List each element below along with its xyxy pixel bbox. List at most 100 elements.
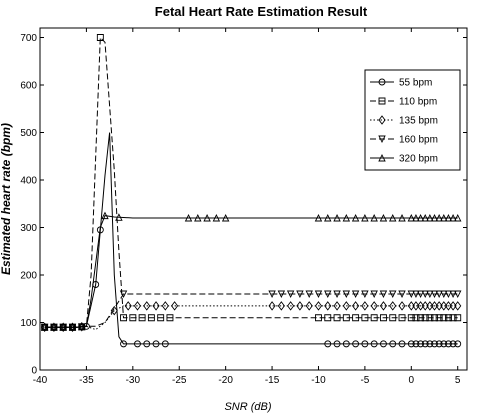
series-point <box>440 213 448 222</box>
series-point <box>449 301 457 311</box>
legend-entry-0: 55 bpm <box>370 78 432 89</box>
series-point <box>324 301 332 311</box>
series-point <box>314 290 323 299</box>
legend-swatch-marker <box>378 78 386 86</box>
series-point <box>314 213 323 222</box>
series-line <box>44 215 458 328</box>
series-point <box>134 340 141 348</box>
series-point <box>444 301 452 311</box>
series-point <box>430 213 439 222</box>
series-point <box>161 301 169 311</box>
series-point <box>435 213 443 222</box>
series-point <box>398 340 406 348</box>
series-point <box>315 314 322 322</box>
series-point <box>68 323 77 331</box>
series-point <box>101 211 109 220</box>
series-point <box>333 301 341 311</box>
series-point <box>449 290 457 299</box>
series-point <box>398 213 406 222</box>
series-point <box>440 301 448 311</box>
series-point <box>351 290 360 299</box>
series-point <box>342 290 351 299</box>
series-point <box>389 213 397 222</box>
chart-title: Fetal Heart Rate Estimation Result <box>155 4 368 19</box>
series-point <box>194 213 202 222</box>
series-point <box>361 213 369 222</box>
series-point <box>370 301 378 311</box>
series-point <box>389 340 397 348</box>
series-point <box>352 301 360 311</box>
series-point <box>110 305 118 316</box>
series-point <box>398 301 406 311</box>
series-point <box>161 340 169 348</box>
series-point <box>124 301 132 311</box>
series-point <box>389 301 397 311</box>
series-point <box>444 340 452 348</box>
series-point <box>407 213 416 222</box>
series-point <box>324 290 332 299</box>
legend-label: 135 bpm <box>399 116 438 127</box>
series-point <box>421 213 429 222</box>
series-point <box>431 340 438 348</box>
ticks-layer: -40 -35 -30 -25 -20 -15 -10 -5 0 5010020030040050… <box>20 28 467 386</box>
x-tick-label: -20 <box>218 375 233 386</box>
series-point <box>444 290 453 299</box>
series-point <box>430 301 439 311</box>
series-point <box>59 323 67 331</box>
series-point <box>314 301 323 311</box>
series-point <box>129 314 137 322</box>
series-point <box>166 314 174 322</box>
y-tick-label: 400 <box>20 176 37 187</box>
series-point <box>342 213 351 222</box>
series-point <box>398 290 406 299</box>
series-point <box>143 340 151 348</box>
series-point <box>412 213 420 222</box>
series-point <box>212 213 221 222</box>
y-tick-label: 500 <box>20 128 37 139</box>
legend-label: 160 bpm <box>399 135 438 146</box>
series-point <box>296 301 304 311</box>
x-axis-label: SNR (dB) <box>224 401 271 413</box>
legend-label: 55 bpm <box>399 78 432 89</box>
y-tick-label: 100 <box>20 318 37 329</box>
series-point <box>435 301 443 311</box>
series-point <box>407 290 416 299</box>
series-point <box>454 301 462 311</box>
series-point <box>296 290 304 299</box>
series-line <box>44 293 458 328</box>
y-tick-label: 700 <box>20 33 37 44</box>
y-tick-label: 300 <box>20 223 37 234</box>
series-point <box>412 290 420 299</box>
x-tick-label: -15 <box>265 375 280 386</box>
x-tick-label: -30 <box>126 375 141 386</box>
series-point <box>221 213 230 222</box>
series-point <box>50 323 58 331</box>
series-point <box>96 34 104 41</box>
series-point <box>370 314 378 322</box>
series-point <box>426 290 434 299</box>
series-point <box>426 340 434 348</box>
series-point <box>426 213 434 222</box>
legend-swatch-marker <box>378 135 386 144</box>
series-point <box>203 213 211 222</box>
y-tick-label: 600 <box>20 81 37 92</box>
series-point <box>351 213 360 222</box>
series-point <box>352 314 360 322</box>
legend-swatch-marker <box>378 97 386 105</box>
series-point <box>421 301 429 311</box>
series-point <box>361 314 369 322</box>
series-point <box>407 340 415 348</box>
series-point <box>370 340 378 348</box>
series-point <box>361 340 369 348</box>
series-point <box>426 301 434 311</box>
x-tick-label: -10 <box>311 375 326 386</box>
series-point <box>120 340 127 348</box>
plot-area-frame <box>39 27 468 371</box>
series-line <box>44 305 458 331</box>
series-point <box>78 322 86 331</box>
legend: 55 bpm 110 bpm 135 bpm 160 bpm 320 bpm <box>364 69 461 171</box>
series-point <box>389 314 397 322</box>
series-point <box>361 290 369 299</box>
series-point <box>333 290 341 299</box>
legend-label: 110 bpm <box>399 97 437 108</box>
